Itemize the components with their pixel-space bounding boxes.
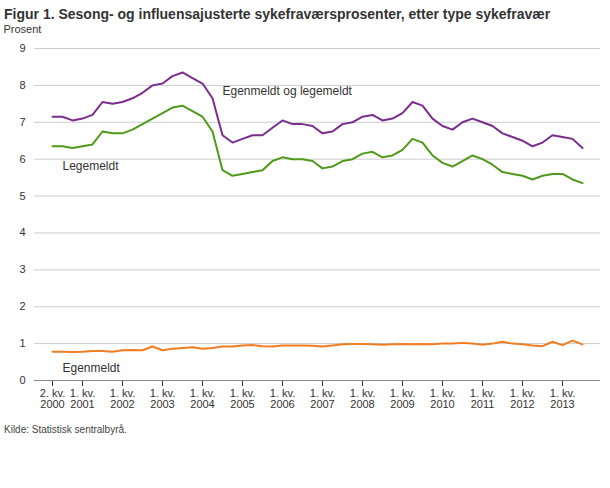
svg-text:3: 3 — [19, 263, 25, 275]
svg-text:Egenmeldt: Egenmeldt — [63, 361, 121, 375]
svg-text:1. kv.2007: 1. kv.2007 — [310, 387, 335, 410]
svg-text:1. kv.2004: 1. kv.2004 — [190, 387, 215, 410]
svg-text:1. kv.2008: 1. kv.2008 — [350, 387, 375, 410]
svg-text:1. kv.2009: 1. kv.2009 — [390, 387, 415, 410]
svg-text:0: 0 — [19, 374, 25, 386]
svg-text:1. kv.2001: 1. kv.2001 — [70, 387, 95, 410]
svg-text:1: 1 — [19, 337, 25, 349]
svg-text:5: 5 — [19, 190, 25, 202]
svg-text:9: 9 — [19, 42, 25, 54]
svg-text:Prosent: Prosent — [4, 23, 42, 35]
html-text:Kilde: Statistisk sentralbyrå.: Kilde: Statistisk sentralbyrå. — [4, 424, 127, 435]
svg-text:6: 6 — [19, 153, 25, 165]
svg-text:1. kv.2010: 1. kv.2010 — [430, 387, 455, 410]
svg-text:4: 4 — [19, 226, 25, 238]
svg-text:7: 7 — [19, 116, 25, 128]
svg-text:2. kv.2000: 2. kv.2000 — [40, 387, 65, 410]
svg-text:8: 8 — [19, 79, 25, 91]
svg-text:1. kv.2006: 1. kv.2006 — [270, 387, 295, 410]
svg-text:Egenmeldt og legemeldt: Egenmeldt og legemeldt — [223, 84, 353, 98]
svg-text:Legemeldt: Legemeldt — [63, 159, 120, 173]
svg-text:2: 2 — [19, 300, 25, 312]
svg-text:1. kv.2012: 1. kv.2012 — [510, 387, 535, 410]
svg-text:1. kv.2013: 1. kv.2013 — [550, 387, 575, 410]
html-text:Figur 1. Sesong- og influensaj: Figur 1. Sesong- og influensajusterte sy… — [4, 6, 551, 22]
svg-text:1. kv.2005: 1. kv.2005 — [230, 387, 255, 410]
svg-text:1. kv.2003: 1. kv.2003 — [150, 387, 175, 410]
svg-text:1. kv.2011: 1. kv.2011 — [470, 387, 495, 410]
svg-text:1. kv.2002: 1. kv.2002 — [110, 387, 135, 410]
